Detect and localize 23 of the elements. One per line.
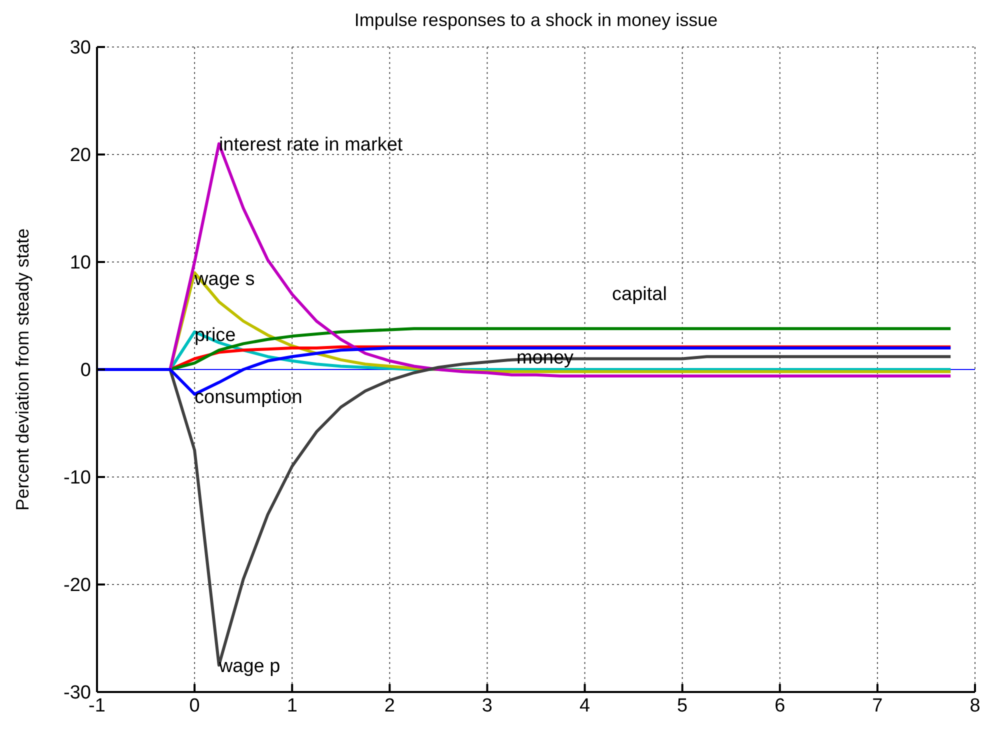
annotation: capital	[612, 284, 667, 306]
x-tick-label: 6	[774, 695, 786, 716]
y-tick-label: 0	[80, 360, 91, 382]
y-tick-label: 30	[70, 38, 91, 59]
y-tick-label: -30	[64, 682, 91, 704]
y-axis-title: Percent deviation from steady state	[12, 228, 32, 511]
x-tick-label: 8	[970, 695, 980, 716]
annotation: wage p	[218, 656, 280, 677]
y-tick-label: 20	[70, 145, 91, 166]
annotation: interest rate in market	[218, 134, 404, 156]
y-tick-label: -10	[64, 468, 91, 489]
x-tick-label: -1	[88, 695, 106, 716]
x-tick-label: 0	[189, 695, 200, 716]
y-tick-label: -20	[64, 575, 91, 596]
x-tick-label: 4	[579, 695, 590, 716]
chart-title: Impulse responses to a shock in money issue	[353, 10, 719, 31]
x-tick-label: 5	[677, 695, 688, 716]
x-tick-label: 3	[482, 695, 493, 716]
x-tick-label: 2	[384, 695, 395, 716]
x-tick-label: 1	[286, 695, 298, 716]
annotation: consumption	[194, 387, 302, 408]
y-tick-label: 10	[70, 252, 91, 274]
x-tick-label: 7	[872, 695, 883, 716]
